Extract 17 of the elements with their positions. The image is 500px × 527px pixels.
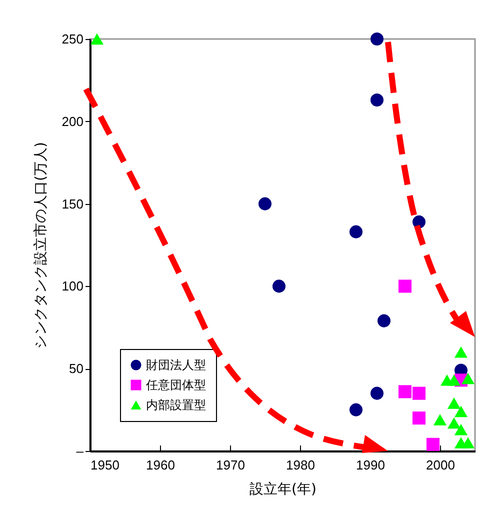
legend-label: 財団法人型 <box>146 358 206 372</box>
x-tick-label: 1950 <box>90 458 120 472</box>
y-tick-label: – <box>76 444 84 458</box>
legend-label: 内部設置型 <box>146 398 206 412</box>
x-tick-label: 1970 <box>216 458 245 472</box>
x-axis-title: 設立年(年) <box>250 482 316 498</box>
y-tick-label: 200 <box>62 114 84 129</box>
legend-label: 任意団体型 <box>145 378 206 392</box>
x-tick-label: 1980 <box>286 458 315 472</box>
y-tick-label: 150 <box>62 196 84 212</box>
y-axis-title: シンクタンク設立市の人口(万人) <box>32 142 49 349</box>
y-tick-label: 250 <box>62 32 84 46</box>
x-tick-label: 1960 <box>146 458 175 472</box>
y-tick-label: 100 <box>62 278 84 294</box>
x-tick-label: 1990 <box>356 458 385 472</box>
x-tick-label: 2000 <box>426 458 455 472</box>
y-tick-label: 50 <box>69 361 84 376</box>
